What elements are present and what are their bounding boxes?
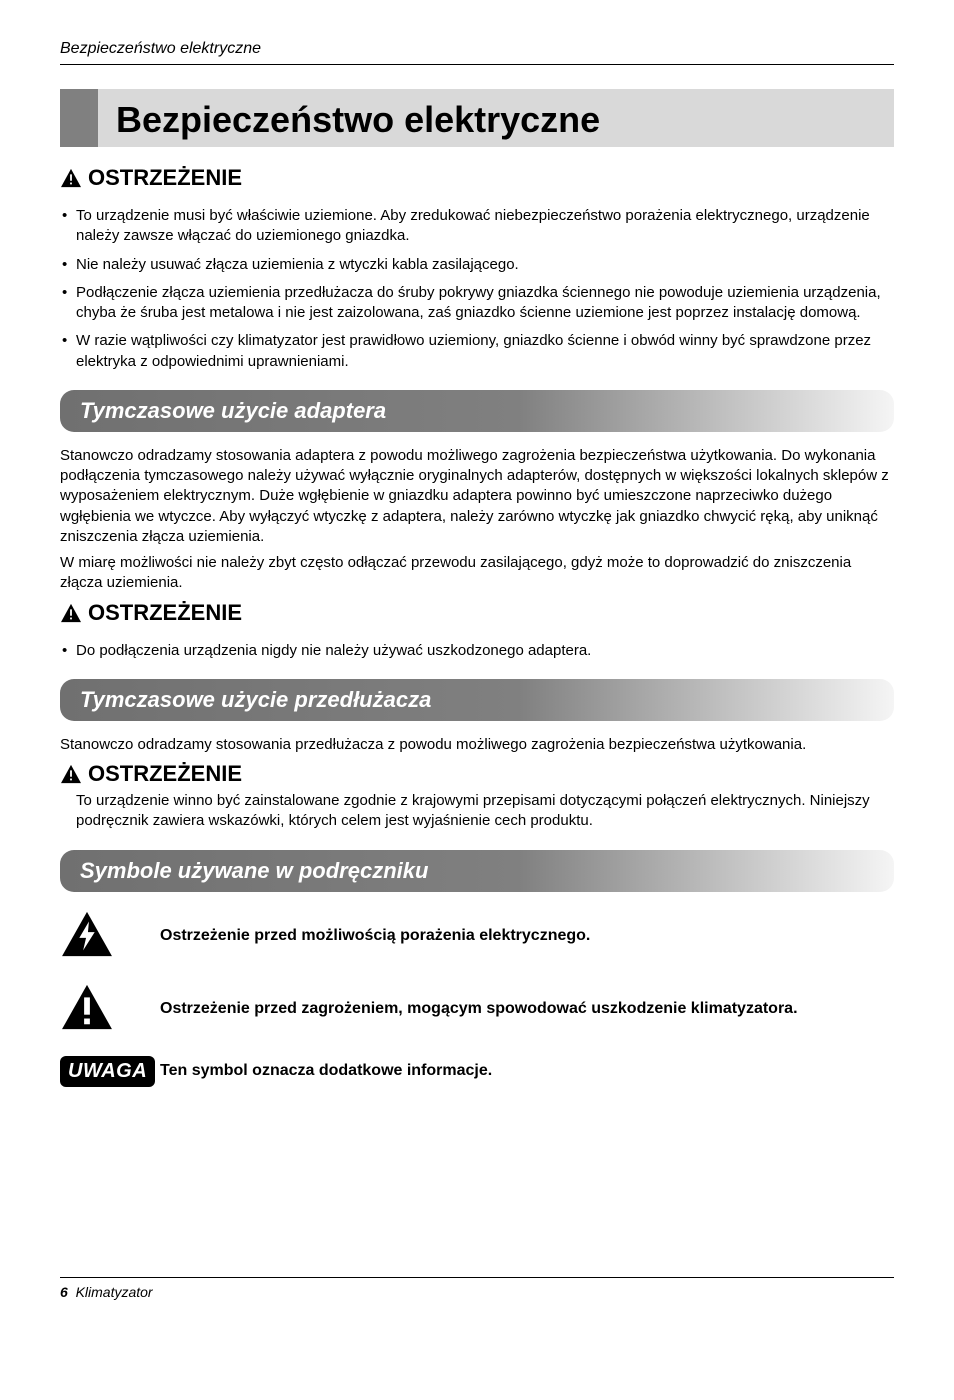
symbol-row-caution: Ostrzeżenie przed zagrożeniem, mogącym s… bbox=[60, 983, 894, 1036]
list-item: Nie należy usuwać złącza uziemienia z wt… bbox=[76, 255, 894, 275]
section-heading-adapter: Tymczasowe użycie adaptera bbox=[60, 390, 894, 432]
symbol-description: Ten symbol oznacza dodatkowe informacje. bbox=[150, 1062, 492, 1080]
list-item: Do podłączenia urządzenia nigdy nie nale… bbox=[76, 641, 894, 661]
warning-triangle-icon bbox=[60, 764, 82, 784]
list-item: Podłączenie złącza uziemienia przedłużac… bbox=[76, 283, 894, 324]
shock-hazard-icon bbox=[60, 910, 114, 958]
section-heading-extension: Tymczasowe użycie przedłużacza bbox=[60, 679, 894, 721]
warning-label: OSTRZEŻENIE bbox=[88, 165, 242, 191]
symbol-description: Ostrzeżenie przed możliwością porażenia … bbox=[130, 927, 590, 945]
body-paragraph: Stanowczo odradzamy stosowania adaptera … bbox=[60, 446, 894, 547]
note-badge: UWAGA bbox=[60, 1056, 155, 1087]
page-title: Bezpieczeństwo elektryczne bbox=[98, 89, 894, 147]
warning-heading-1: OSTRZEŻENIE bbox=[60, 165, 894, 191]
warning-heading-2: OSTRZEŻENIE bbox=[60, 600, 894, 626]
list-item: To urządzenie musi być właściwie uziemio… bbox=[76, 206, 894, 247]
warning-label: OSTRZEŻENIE bbox=[88, 600, 242, 626]
warning-triangle-icon bbox=[60, 168, 82, 188]
warning-heading-3: OSTRZEŻENIE bbox=[60, 761, 894, 787]
symbol-row-shock: Ostrzeżenie przed możliwością porażenia … bbox=[60, 910, 894, 963]
body-paragraph: Stanowczo odradzamy stosowania przedłuża… bbox=[60, 735, 894, 755]
page-number: 6 bbox=[60, 1284, 68, 1300]
footer-label: Klimatyzator bbox=[76, 1284, 153, 1300]
warning-triangle-icon bbox=[60, 603, 82, 623]
symbol-description: Ostrzeżenie przed zagrożeniem, mogącym s… bbox=[130, 1000, 798, 1018]
list-item: W razie wątpliwości czy klimatyzator jes… bbox=[76, 331, 894, 372]
warning-label: OSTRZEŻENIE bbox=[88, 761, 242, 787]
symbol-row-note: UWAGA Ten symbol oznacza dodatkowe infor… bbox=[60, 1056, 894, 1087]
page-title-container: Bezpieczeństwo elektryczne bbox=[60, 89, 894, 147]
title-accent-tab bbox=[60, 89, 98, 147]
caution-icon bbox=[60, 983, 114, 1031]
body-paragraph: W miarę możliwości nie należy zbyt częst… bbox=[60, 553, 894, 594]
warning-list-1: To urządzenie musi być właściwie uziemio… bbox=[60, 206, 894, 372]
warning-paragraph: To urządzenie winno być zainstalowane zg… bbox=[60, 791, 894, 832]
warning-list-2: Do podłączenia urządzenia nigdy nie nale… bbox=[60, 641, 894, 661]
page-footer: 6 Klimatyzator bbox=[60, 1277, 894, 1300]
section-heading-symbols: Symbole używane w podręczniku bbox=[60, 850, 894, 892]
running-header: Bezpieczeństwo elektryczne bbox=[60, 40, 894, 65]
